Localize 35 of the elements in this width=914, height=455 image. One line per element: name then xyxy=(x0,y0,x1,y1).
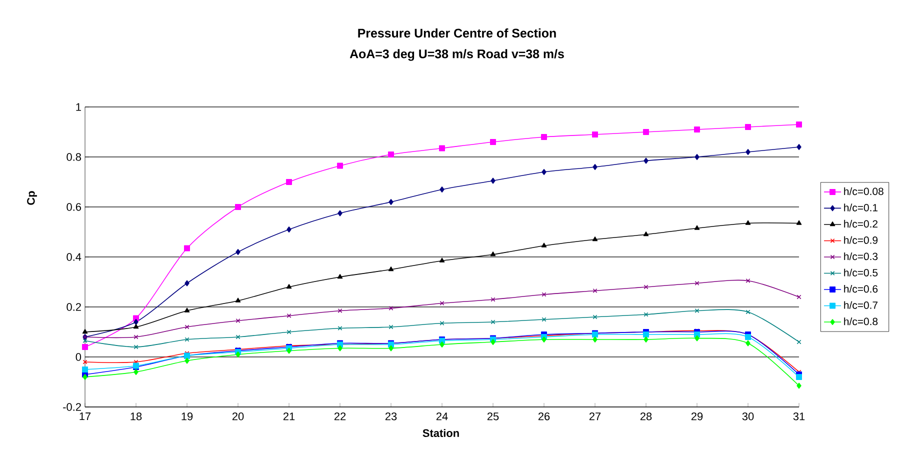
x-tick-label: 27 xyxy=(589,412,601,420)
y-axis-title: Cp xyxy=(27,191,37,205)
y-tick-label: 1 xyxy=(76,103,81,111)
legend-label: h/c=0.5 xyxy=(844,268,878,276)
legend-label: h/c=0.6 xyxy=(844,284,878,293)
legend-label: h/c=0.7 xyxy=(844,301,878,309)
legend-label: h/c=0.1 xyxy=(844,204,878,212)
y-tick-label: 0.8 xyxy=(66,153,82,161)
x-tick-label: 21 xyxy=(283,412,295,420)
x-axis-title: Station xyxy=(422,428,459,438)
legend-label: h/c=0.9 xyxy=(844,236,878,244)
y-tick-label: 0.4 xyxy=(66,253,82,261)
y-tick-label: 0.6 xyxy=(66,203,82,211)
x-tick-label: 23 xyxy=(385,412,397,420)
x-tick-label: 18 xyxy=(130,412,142,420)
legend-label: h/c=0.8 xyxy=(844,317,878,326)
x-tick-label: 26 xyxy=(538,412,550,420)
x-tick-label: 28 xyxy=(640,412,652,420)
chart-title: Pressure Under Centre of Section xyxy=(358,28,556,38)
x-tick-label: 30 xyxy=(742,412,754,420)
x-tick-label: 25 xyxy=(487,412,499,420)
x-tick-label: 31 xyxy=(793,412,805,420)
legend-label: h/c=0.2 xyxy=(844,220,878,228)
x-tick-label: 17 xyxy=(80,412,91,420)
y-tick-label: -0.2 xyxy=(63,403,81,411)
y-tick-label: 0 xyxy=(76,353,82,361)
x-tick-label: 24 xyxy=(436,412,448,420)
x-tick-label: 22 xyxy=(334,412,346,420)
x-tick-label: 20 xyxy=(232,412,244,420)
x-tick-label: 29 xyxy=(691,412,703,420)
legend-label: h/c=0.3 xyxy=(844,252,878,260)
legend-label: h/c=0.08 xyxy=(844,187,884,196)
y-tick-label: 0.2 xyxy=(66,303,81,311)
chart-subtitle: AoA=3 deg U=38 m/s Road v=38 m/s xyxy=(350,49,564,61)
x-tick-label: 19 xyxy=(182,412,193,420)
